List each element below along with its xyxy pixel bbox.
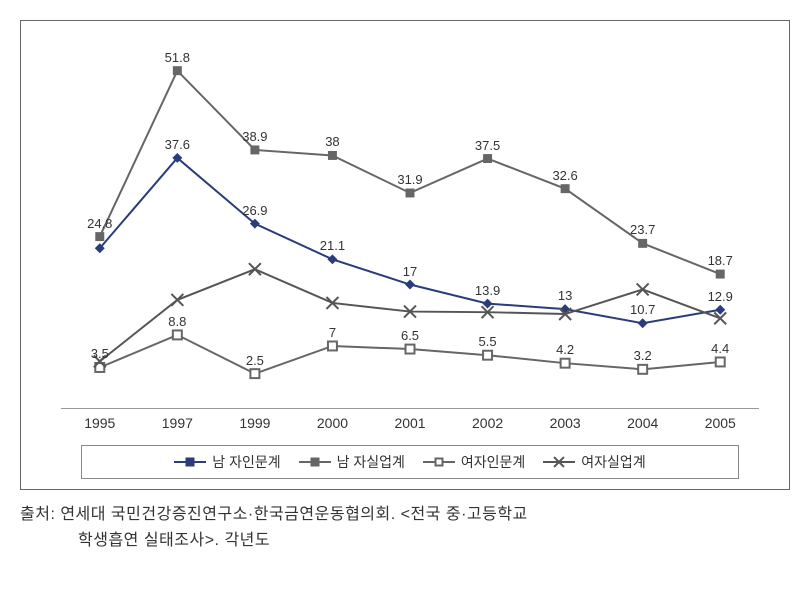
series-marker-s1 bbox=[716, 270, 725, 279]
data-label: 24.8 bbox=[87, 216, 112, 233]
data-label: 37.6 bbox=[165, 137, 190, 154]
series-marker-s2 bbox=[638, 365, 647, 374]
data-label: 13 bbox=[558, 288, 572, 305]
series-marker-s2 bbox=[716, 357, 725, 366]
series-marker-s1 bbox=[638, 239, 647, 248]
data-label: 51.8 bbox=[165, 50, 190, 67]
data-label: 17 bbox=[403, 264, 417, 281]
series-marker-s2 bbox=[483, 351, 492, 360]
legend-label: 여자실업계 bbox=[581, 452, 645, 472]
data-label: 4.4 bbox=[711, 341, 729, 358]
data-label: 8.8 bbox=[168, 314, 186, 331]
x-axis-label: 2001 bbox=[371, 415, 449, 431]
legend-swatch bbox=[299, 455, 331, 469]
series-marker-s1 bbox=[328, 151, 337, 160]
legend-swatch bbox=[174, 455, 206, 469]
series-marker-s2 bbox=[328, 342, 337, 351]
series-marker-s1 bbox=[250, 145, 259, 154]
series-marker-s2 bbox=[173, 330, 182, 339]
x-axis-label: 1995 bbox=[61, 415, 139, 431]
legend-item: 남 자실업계 bbox=[299, 452, 405, 472]
data-label: 21.1 bbox=[320, 238, 345, 255]
data-label: 12.9 bbox=[708, 289, 733, 306]
data-label: 32.6 bbox=[552, 168, 577, 185]
data-label: 4.2 bbox=[556, 342, 574, 359]
series-marker-s0 bbox=[405, 280, 415, 290]
legend-swatch bbox=[543, 455, 575, 469]
series-marker-s3 bbox=[637, 283, 649, 295]
x-axis-label: 1999 bbox=[216, 415, 294, 431]
source-line1: 출처: 연세대 국민건강증진연구소·한국금연운동협의회. <전국 중·고등학교 bbox=[20, 506, 528, 523]
x-axis-label: 2005 bbox=[682, 415, 760, 431]
source-line2: 학생흡연 실태조사>. 각년도 bbox=[20, 528, 790, 554]
series-marker-s1 bbox=[406, 188, 415, 197]
data-label: 13.9 bbox=[475, 283, 500, 300]
x-axis-label: 2004 bbox=[604, 415, 682, 431]
data-label: 6.5 bbox=[401, 328, 419, 345]
data-label: 3.5 bbox=[91, 346, 109, 363]
series-marker-s2 bbox=[561, 359, 570, 368]
series-marker-s2 bbox=[406, 345, 415, 354]
series-marker-s1 bbox=[561, 184, 570, 193]
data-label: 18.7 bbox=[708, 253, 733, 270]
legend-label: 남 자실업계 bbox=[337, 452, 405, 472]
series-marker-s1 bbox=[95, 232, 104, 241]
legend-item: 여자실업계 bbox=[543, 452, 645, 472]
series-marker-s1 bbox=[173, 66, 182, 75]
series-marker-s2 bbox=[250, 369, 259, 378]
chart-container: 37.6 26.9 21.1 17 13.9 13 10.7 12.9 24.8 51.8 38.9… bbox=[20, 20, 790, 553]
plot-region: 37.6 26.9 21.1 17 13.9 13 10.7 12.9 24.8 51.8 38.9… bbox=[61, 51, 759, 389]
data-label: 38 bbox=[325, 134, 339, 151]
series-marker-s0 bbox=[715, 305, 725, 315]
data-label: 3.2 bbox=[634, 348, 652, 365]
x-axis-label: 2002 bbox=[449, 415, 527, 431]
data-label: 23.7 bbox=[630, 222, 655, 239]
data-label: 38.9 bbox=[242, 129, 267, 146]
series-marker-s0 bbox=[327, 254, 337, 264]
chart-area: 37.6 26.9 21.1 17 13.9 13 10.7 12.9 24.8 51.8 38.9… bbox=[20, 20, 790, 490]
data-label: 5.5 bbox=[479, 334, 497, 351]
data-label: 37.5 bbox=[475, 138, 500, 155]
legend-label: 남 자인문계 bbox=[212, 452, 280, 472]
legend-swatch bbox=[423, 455, 455, 469]
x-axis-label: 1997 bbox=[139, 415, 217, 431]
data-label: 2.5 bbox=[246, 353, 264, 370]
legend-item: 여자인문계 bbox=[423, 452, 525, 472]
series-marker-s1 bbox=[483, 154, 492, 163]
series-marker-s0 bbox=[483, 299, 493, 309]
x-axis-label: 2000 bbox=[294, 415, 372, 431]
data-label: 10.7 bbox=[630, 302, 655, 319]
series-marker-s3 bbox=[171, 294, 183, 306]
data-label: 26.9 bbox=[242, 203, 267, 220]
legend-item: 남 자인문계 bbox=[174, 452, 280, 472]
series-marker-s0 bbox=[638, 318, 648, 328]
x-axis-line bbox=[61, 408, 759, 409]
data-label: 31.9 bbox=[397, 172, 422, 189]
x-axis-labels: 199519971999200020012002200320042005 bbox=[61, 415, 759, 431]
legend-label: 여자인문계 bbox=[461, 452, 525, 472]
source-text: 출처: 연세대 국민건강증진연구소·한국금연운동협의회. <전국 중·고등학교 … bbox=[20, 502, 790, 553]
legend: 남 자인문계 남 자실업계 여자인문계 여자실업계 bbox=[81, 445, 739, 479]
series-marker-s3 bbox=[249, 263, 261, 275]
data-label: 7 bbox=[329, 325, 336, 342]
x-axis-label: 2003 bbox=[526, 415, 604, 431]
